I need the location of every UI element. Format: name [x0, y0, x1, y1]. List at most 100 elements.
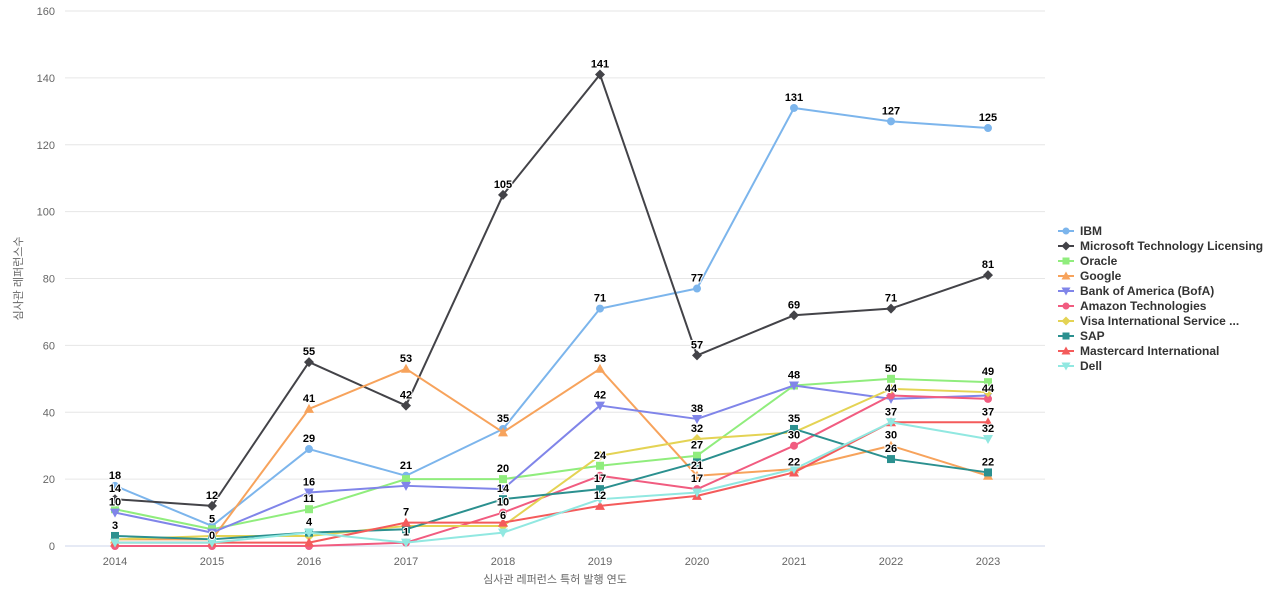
data-point[interactable]: [304, 357, 314, 368]
data-point[interactable]: [207, 500, 217, 511]
data-point[interactable]: [304, 488, 314, 498]
data-point[interactable]: [983, 387, 993, 398]
legend-item-amazon-technologies[interactable]: Amazon Technologies: [1058, 299, 1207, 313]
data-point[interactable]: [692, 434, 702, 444]
data-point[interactable]: [401, 538, 411, 548]
data-point[interactable]: [789, 381, 799, 391]
data-point[interactable]: [886, 418, 896, 428]
data-point[interactable]: [983, 435, 993, 444]
y-tick-label: 40: [43, 407, 55, 419]
data-point[interactable]: [693, 284, 701, 293]
data-point[interactable]: [693, 451, 701, 460]
data-point[interactable]: [887, 117, 895, 126]
data-label: 48: [788, 370, 800, 382]
data-point[interactable]: [498, 427, 508, 437]
data-point[interactable]: [111, 481, 119, 490]
data-point[interactable]: [401, 400, 411, 411]
data-point[interactable]: [595, 450, 605, 461]
data-point[interactable]: [595, 69, 605, 80]
data-point[interactable]: [110, 508, 120, 518]
data-point[interactable]: [692, 350, 702, 361]
legend-item-mastercard-international[interactable]: Mastercard International: [1058, 344, 1219, 358]
legend-item-bank-of-america-bofa[interactable]: Bank of America (BofA): [1058, 284, 1214, 298]
data-point[interactable]: [886, 440, 896, 450]
data-label: 22: [788, 456, 800, 468]
data-point[interactable]: [790, 424, 798, 433]
data-point[interactable]: [402, 525, 410, 534]
legend-item-microsoft-technology-licensing[interactable]: Microsoft Technology Licensing: [1058, 239, 1263, 253]
data-point[interactable]: [984, 124, 992, 133]
data-label: 32: [982, 423, 994, 435]
data-point[interactable]: [887, 374, 895, 383]
data-point[interactable]: [887, 455, 895, 464]
data-point[interactable]: [111, 531, 119, 540]
data-point[interactable]: [304, 403, 314, 413]
data-label: 18: [109, 470, 121, 482]
data-point[interactable]: [304, 528, 314, 538]
data-point[interactable]: [790, 103, 798, 112]
data-point[interactable]: [887, 391, 895, 400]
data-point[interactable]: [595, 495, 605, 505]
data-point[interactable]: [499, 475, 507, 484]
data-label: 77: [691, 273, 703, 285]
legend-item-google[interactable]: Google: [1058, 269, 1122, 283]
data-point[interactable]: [596, 471, 604, 480]
data-point[interactable]: [401, 517, 411, 527]
data-point[interactable]: [498, 485, 508, 495]
data-point[interactable]: [984, 378, 992, 387]
legend-item-dell[interactable]: Dell: [1058, 359, 1102, 373]
data-point[interactable]: [305, 505, 313, 514]
data-label: 44: [982, 383, 995, 395]
x-tick-label: 2021: [782, 556, 806, 568]
data-point[interactable]: [498, 189, 508, 200]
data-point[interactable]: [692, 414, 702, 424]
data-label: 127: [882, 105, 900, 117]
series-line: [114, 106, 989, 527]
data-label: 17: [594, 473, 606, 485]
data-point[interactable]: [886, 383, 896, 394]
data-point[interactable]: [595, 363, 605, 373]
y-tick-label: 160: [37, 6, 55, 18]
data-point[interactable]: [110, 494, 120, 505]
data-point[interactable]: [499, 508, 507, 517]
data-point[interactable]: [595, 500, 605, 510]
data-point[interactable]: [596, 461, 604, 470]
data-point[interactable]: [693, 458, 701, 467]
data-point[interactable]: [498, 528, 508, 538]
legend-item-ibm[interactable]: IBM: [1058, 224, 1102, 238]
legend-item-sap[interactable]: SAP: [1058, 329, 1105, 343]
data-point[interactable]: [789, 310, 799, 321]
legend-label: Google: [1080, 269, 1122, 283]
data-point[interactable]: [207, 538, 217, 548]
data-point[interactable]: [692, 488, 702, 498]
data-point[interactable]: [983, 417, 993, 427]
data-point[interactable]: [596, 485, 604, 494]
data-point[interactable]: [305, 445, 313, 454]
legend-label: Microsoft Technology Licensing: [1080, 239, 1263, 253]
data-point[interactable]: [984, 394, 992, 403]
data-point[interactable]: [595, 401, 605, 411]
data-point[interactable]: [498, 517, 508, 527]
data-point[interactable]: [402, 475, 410, 484]
data-label: 7: [403, 507, 409, 519]
data-point[interactable]: [692, 470, 702, 480]
data-point[interactable]: [401, 481, 411, 491]
series-line: [114, 421, 989, 544]
data-point[interactable]: [789, 465, 799, 475]
data-point[interactable]: [499, 495, 507, 504]
data-point[interactable]: [401, 363, 411, 373]
legend-item-oracle[interactable]: Oracle: [1058, 254, 1118, 268]
data-point[interactable]: [983, 270, 993, 281]
data-point[interactable]: [596, 304, 604, 313]
data-point[interactable]: [886, 303, 896, 314]
data-point[interactable]: [110, 538, 120, 548]
data-point[interactable]: [304, 537, 314, 547]
data-point[interactable]: [790, 441, 798, 450]
series-line: [114, 421, 989, 544]
x-tick-label: 2016: [297, 556, 321, 568]
legend-label: SAP: [1080, 329, 1105, 343]
data-label: 12: [206, 490, 218, 502]
legend-item-visa-international-service[interactable]: Visa International Service ...: [1058, 314, 1239, 328]
data-point[interactable]: [984, 468, 992, 477]
legend-marker-icon: [1062, 257, 1070, 265]
